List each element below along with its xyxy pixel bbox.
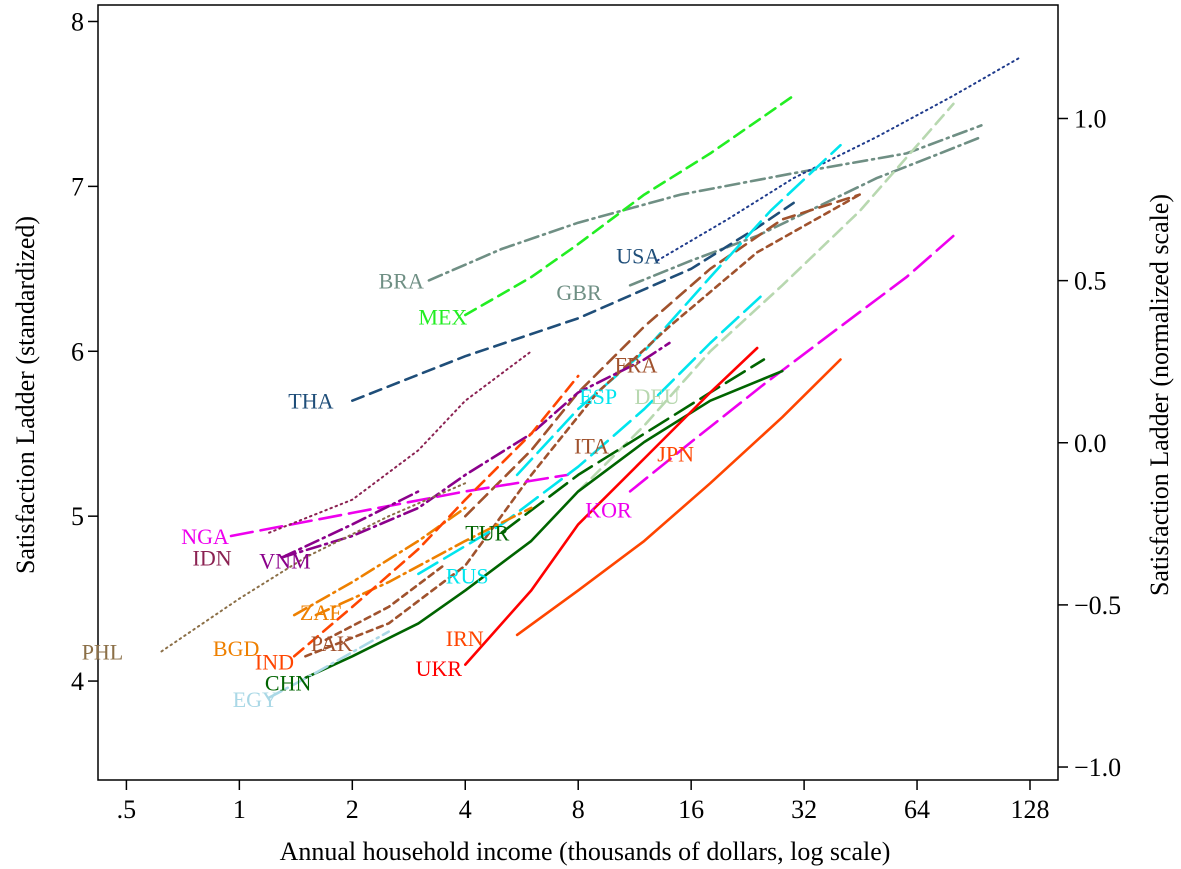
series-label-jpn: JPN bbox=[657, 442, 694, 467]
series-label-kor: KOR bbox=[585, 498, 632, 523]
y2-tick-label: 1.0 bbox=[1074, 104, 1107, 133]
series-line-ukr bbox=[464, 346, 759, 666]
series-line-fra bbox=[464, 193, 861, 518]
series-line-idn bbox=[280, 341, 671, 559]
series-label-mex: MEX bbox=[418, 305, 467, 330]
x-tick-label: 64 bbox=[904, 795, 930, 824]
series-line-tha bbox=[351, 201, 795, 402]
series-label-bra: BRA bbox=[379, 268, 424, 293]
axes-layer: .5 1 2 4 8 16 32 64 128 4 5 6 7 8 −1.0 −0.5 0.0 0.5 1.0 bbox=[71, 7, 1121, 824]
series-label-nga: NGA bbox=[181, 524, 229, 549]
series-label-ita: ITA bbox=[574, 433, 609, 458]
x-tick-label: 16 bbox=[678, 795, 704, 824]
series-line-irn bbox=[515, 358, 842, 637]
series-line-ita bbox=[304, 193, 861, 658]
series-line-vnm bbox=[280, 490, 420, 559]
series-label-ukr: UKR bbox=[416, 656, 463, 681]
series-label-vnm: VNM bbox=[259, 549, 310, 574]
series-label-zaf: ZAF bbox=[300, 600, 342, 625]
y2-tick-label: 0.0 bbox=[1074, 429, 1107, 458]
series-label-tur: TUR bbox=[465, 521, 509, 546]
series-label-gbr: GBR bbox=[556, 280, 602, 305]
y2-axis-title: Satisfaction Ladder (normalized scale) bbox=[1145, 194, 1174, 596]
y-tick-label: 7 bbox=[71, 172, 84, 201]
series-label-irn: IRN bbox=[446, 626, 484, 651]
y-tick-label: 8 bbox=[71, 7, 84, 36]
series-label-ind: IND bbox=[255, 649, 294, 674]
x-tick-label: .5 bbox=[117, 795, 137, 824]
y-axis-title: Satisfaction Ladder (standardized) bbox=[11, 216, 40, 574]
series-label-idn: IDN bbox=[193, 545, 232, 570]
series-line-esp bbox=[515, 143, 842, 477]
series-line-egy bbox=[267, 630, 390, 699]
x-tick-label: 2 bbox=[346, 795, 359, 824]
series-layer bbox=[160, 56, 1021, 699]
series-line-pak bbox=[324, 564, 445, 642]
series-label-bgd: BGD bbox=[213, 636, 259, 661]
series-line-nga bbox=[268, 350, 533, 534]
series-line-ind bbox=[292, 374, 580, 658]
series-line-usa bbox=[656, 56, 1021, 262]
series-line-mex bbox=[464, 94, 795, 317]
series-line-tur bbox=[500, 358, 766, 534]
x-tick-label: 32 bbox=[791, 795, 817, 824]
series-label-chn: CHN bbox=[265, 671, 312, 696]
series-label-fra: FRA bbox=[615, 353, 658, 378]
series-line-phl bbox=[160, 482, 467, 653]
series-line-gbr bbox=[628, 135, 983, 287]
series-line-deu bbox=[576, 102, 955, 493]
x-tick-label: 128 bbox=[1010, 795, 1049, 824]
series-label-pak: PAK bbox=[311, 631, 353, 656]
series-line-zaf bbox=[314, 506, 533, 617]
series-label-phl: PHL bbox=[82, 639, 124, 664]
series-line-jpn bbox=[628, 234, 955, 493]
y-tick-label: 4 bbox=[71, 667, 84, 696]
series-line-bgd bbox=[292, 506, 467, 617]
series-label-usa: USA bbox=[616, 244, 660, 269]
y2-tick-label: 0.5 bbox=[1074, 267, 1107, 296]
y-tick-label: 6 bbox=[71, 337, 84, 366]
series-line-rus bbox=[417, 292, 766, 576]
series-label-egy: EGY bbox=[233, 687, 278, 712]
x-tick-label: 4 bbox=[459, 795, 472, 824]
series-label-rus: RUS bbox=[446, 564, 489, 589]
labels-layer: BRA MEX USA GBR THA FRA ESP DEU ITA JPN KOR TUR RUS C… bbox=[82, 244, 694, 713]
x-tick-label: 8 bbox=[572, 795, 585, 824]
series-line-bra bbox=[427, 124, 983, 282]
series-label-esp: ESP bbox=[579, 384, 617, 409]
series-label-deu: DEU bbox=[635, 384, 680, 409]
y-tick-label: 5 bbox=[71, 502, 84, 531]
series-label-tha: THA bbox=[288, 389, 333, 414]
x-axis-title: Annual household income (thousands of do… bbox=[280, 837, 891, 866]
y2-tick-label: −1.0 bbox=[1074, 753, 1121, 782]
y2-tick-label: −0.5 bbox=[1074, 591, 1121, 620]
x-tick-label: 1 bbox=[233, 795, 246, 824]
